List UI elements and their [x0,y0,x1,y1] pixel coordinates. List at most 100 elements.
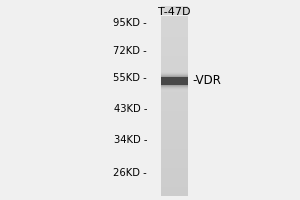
Bar [160,146,188,148]
Bar [160,175,188,177]
Bar [160,63,188,65]
Bar [160,92,188,94]
Bar [160,18,188,20]
Bar [160,151,188,153]
Bar [160,130,188,132]
Text: 72KD -: 72KD - [113,46,147,56]
Bar [160,90,188,91]
Bar [160,106,188,108]
Bar [160,16,188,18]
Bar [160,11,188,13]
Bar [160,113,188,115]
Bar [160,30,188,32]
Bar [160,179,188,182]
Bar [160,144,188,146]
Bar [160,34,188,37]
Bar [160,191,188,194]
Bar [160,115,188,118]
Text: 43KD -: 43KD - [113,104,147,114]
Bar [160,158,188,160]
Bar [160,68,188,70]
Bar [160,186,188,189]
Bar [160,165,188,168]
Bar [160,194,188,196]
Bar [160,99,188,101]
Bar [160,23,188,25]
Bar [160,156,188,158]
Bar [160,74,188,75]
Bar [160,75,188,76]
Text: T-47D: T-47D [158,7,190,17]
Bar [160,44,188,46]
Bar [160,71,188,72]
Bar [160,118,188,120]
Bar [160,127,188,130]
Bar [160,108,188,110]
Bar [160,39,188,42]
Text: 95KD -: 95KD - [113,18,147,28]
Bar [160,134,188,137]
Bar [160,103,188,106]
Bar [160,49,188,51]
Bar [160,122,188,125]
Bar [160,61,188,63]
Bar [160,8,188,11]
Text: 55KD -: 55KD - [113,73,147,83]
Bar [160,189,188,191]
Bar [160,32,188,35]
Bar [160,25,188,27]
Bar [160,139,188,141]
Text: -VDR: -VDR [192,74,221,88]
Bar [160,84,188,87]
Bar [160,82,188,84]
Bar [160,132,188,134]
Bar [160,86,188,87]
Bar [160,85,188,86]
Bar [160,96,188,99]
Bar [160,94,188,96]
Bar [160,87,188,88]
Bar [160,73,188,74]
Bar [160,160,188,163]
Bar [160,46,188,49]
Bar [160,76,188,77]
Bar [160,13,188,15]
Bar [160,87,188,89]
Bar [160,37,188,39]
Bar [160,120,188,122]
Bar [160,101,188,103]
Bar [160,137,188,139]
Bar [160,6,188,8]
Bar [160,77,188,85]
Bar [160,172,188,175]
Bar [160,89,188,92]
Bar [160,88,188,89]
Bar [160,182,188,184]
Bar [160,110,188,113]
Bar [160,70,188,73]
Bar [160,75,188,77]
Bar [160,53,188,56]
Bar [160,72,188,75]
Bar [160,168,188,170]
Bar [160,153,188,156]
Bar [160,184,188,186]
Bar [160,65,188,68]
Text: 26KD -: 26KD - [113,168,147,178]
Bar [160,89,188,90]
Bar [160,170,188,172]
Bar [160,80,188,82]
Bar [160,56,188,58]
Bar [160,51,188,53]
Bar [160,125,188,127]
Bar [160,77,188,80]
Bar [160,148,188,151]
Bar [160,163,188,165]
Text: 34KD -: 34KD - [113,135,147,145]
Bar [160,42,188,44]
Bar [160,58,188,61]
Bar [160,27,188,30]
Bar [160,20,188,23]
Bar [160,177,188,179]
Bar [160,72,188,73]
